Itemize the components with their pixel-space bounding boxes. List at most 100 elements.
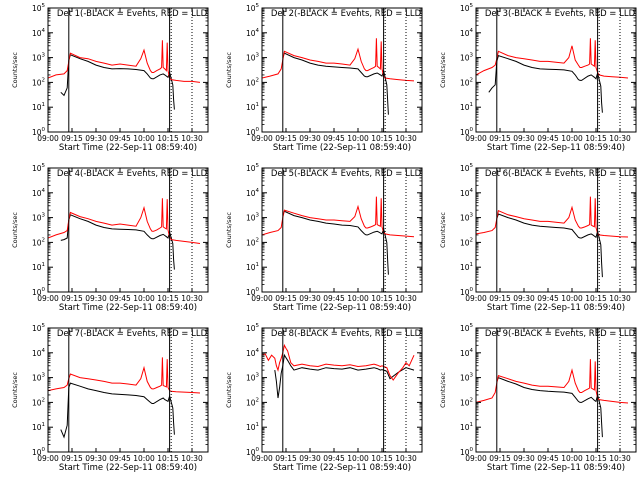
y-tick-label: 104 [246, 188, 260, 198]
x-tick-label: 09:45 [109, 454, 131, 463]
series-lld-line [48, 198, 201, 244]
x-tick-label: 10:15 [157, 134, 179, 143]
y-tick-label: 103 [32, 373, 46, 383]
series-lld-line [262, 196, 415, 238]
series-lld-line [262, 343, 415, 381]
panel-det-7: 09:00 09:15 09:30 09:45 10:00 10:15 10:30 100 10… [11, 323, 209, 473]
x-tick-label: 09:15 [489, 134, 511, 143]
y-tick-label: 105 [32, 323, 46, 333]
panel-det-6: 09:00 09:15 09:30 09:45 10:00 10:15 10:30 100 10… [439, 163, 637, 313]
y-tick-label: 102 [460, 397, 473, 407]
series-lld-line [476, 359, 629, 404]
x-axis-label: Start Time (22-Sep-11 08:59:40) [273, 143, 411, 153]
x-tick-label: 09:30 [513, 134, 535, 143]
x-tick-label: 09:45 [537, 294, 559, 303]
y-tick-label: 100 [32, 447, 46, 457]
series-events-line [496, 376, 603, 438]
series-events-line [488, 54, 603, 113]
y-tick-label: 104 [460, 28, 474, 38]
y-tick-label: 101 [32, 422, 45, 432]
y-tick-label: 103 [32, 213, 46, 223]
y-tick-label: 104 [32, 28, 46, 38]
y-tick-label: 105 [246, 3, 260, 13]
y-tick-label: 103 [246, 213, 260, 223]
x-axis-label: Start Time (22-Sep-11 08:59:40) [59, 143, 197, 153]
panel-det-5: 09:00 09:15 09:30 09:45 10:00 10:15 10:30 100 10… [225, 163, 423, 313]
panel-title: Det 4(-BLACK = Events, RED = LLD [57, 169, 208, 179]
y-axis-label: Counts/sec [439, 372, 447, 408]
x-tick-label: 09:15 [489, 454, 511, 463]
x-tick-label: 09:15 [61, 294, 83, 303]
y-tick-label: 102 [32, 77, 45, 87]
x-tick-label: 09:45 [323, 294, 345, 303]
x-tick-label: 10:30 [609, 454, 631, 463]
x-tick-label: 09:45 [109, 134, 131, 143]
x-tick-label: 09:00 [465, 454, 487, 463]
y-tick-label: 104 [246, 348, 260, 358]
x-tick-label: 09:00 [251, 294, 273, 303]
y-axis-label: Counts/sec [225, 372, 233, 408]
x-tick-label: 09:00 [37, 454, 59, 463]
x-tick-label: 09:15 [489, 294, 511, 303]
plot-frame [261, 167, 423, 293]
panel-title: Det 2(-BLACK = Events, RED = LLD [271, 9, 422, 19]
x-tick-label: 10:30 [609, 294, 631, 303]
x-tick-label: 09:15 [275, 294, 297, 303]
x-tick-label: 10:30 [395, 454, 417, 463]
x-tick-label: 10:30 [395, 134, 417, 143]
x-tick-label: 09:45 [323, 134, 345, 143]
x-tick-label: 10:00 [561, 294, 583, 303]
x-tick-label: 10:15 [371, 134, 393, 143]
x-tick-label: 10:00 [133, 134, 155, 143]
y-tick-label: 105 [460, 323, 474, 333]
panel-det-4: 09:00 09:15 09:30 09:45 10:00 10:15 10:30 100 10… [11, 163, 209, 313]
panel-det-9: 09:00 09:15 09:30 09:45 10:00 10:15 10:30 100 10… [439, 323, 637, 473]
x-tick-label: 09:15 [275, 454, 297, 463]
y-tick-label: 104 [460, 188, 474, 198]
x-tick-label: 10:00 [133, 454, 155, 463]
y-tick-label: 100 [460, 287, 474, 297]
y-tick-label: 102 [246, 397, 259, 407]
y-tick-label: 102 [460, 77, 473, 87]
x-tick-label: 10:15 [157, 294, 179, 303]
x-tick-label: 09:00 [251, 134, 273, 143]
x-tick-label: 09:00 [37, 294, 59, 303]
y-axis-label: Counts/sec [439, 52, 447, 88]
series-lld-line [262, 38, 415, 82]
x-axis-label: Start Time (22-Sep-11 08:59:40) [487, 303, 625, 313]
x-tick-label: 10:30 [181, 294, 203, 303]
y-tick-label: 104 [246, 28, 260, 38]
x-tick-label: 09:00 [465, 134, 487, 143]
x-tick-label: 09:15 [61, 134, 83, 143]
x-tick-label: 09:45 [109, 294, 131, 303]
panel-title: Det 3(-BLACK = Events, RED = LLD [485, 9, 636, 19]
panel-det-3: 09:00 09:15 09:30 09:45 10:00 10:15 10:30 100 10… [439, 3, 637, 153]
x-tick-label: 09:45 [537, 134, 559, 143]
x-tick-label: 10:00 [347, 134, 369, 143]
y-tick-label: 100 [246, 127, 260, 137]
panel-title: Det 1(-BLACK = Events, RED = LLD [57, 9, 208, 19]
y-tick-label: 100 [460, 127, 474, 137]
x-axis-label: Start Time (22-Sep-11 08:59:40) [487, 143, 625, 153]
y-tick-label: 105 [32, 3, 46, 13]
y-tick-label: 100 [32, 127, 46, 137]
plot-frame [261, 7, 423, 133]
y-tick-label: 105 [460, 3, 474, 13]
panel-title: Det 6(-BLACK = Events, RED = LLD [485, 169, 636, 179]
series-lld-line [476, 196, 629, 238]
series-events-line [496, 213, 603, 278]
x-tick-label: 09:30 [85, 134, 107, 143]
panel-title: Det 7(-BLACK = Events, RED = LLD [57, 329, 208, 339]
plot-frame [475, 327, 637, 453]
y-tick-label: 104 [460, 348, 474, 358]
series-events-line [60, 214, 175, 270]
x-tick-label: 09:30 [299, 134, 321, 143]
x-tick-label: 10:00 [561, 454, 583, 463]
plot-frame [475, 7, 637, 133]
y-tick-label: 103 [246, 53, 260, 63]
y-tick-label: 102 [460, 237, 473, 247]
plot-frame [47, 7, 209, 133]
series-events-line [60, 382, 175, 439]
y-tick-label: 102 [246, 237, 259, 247]
